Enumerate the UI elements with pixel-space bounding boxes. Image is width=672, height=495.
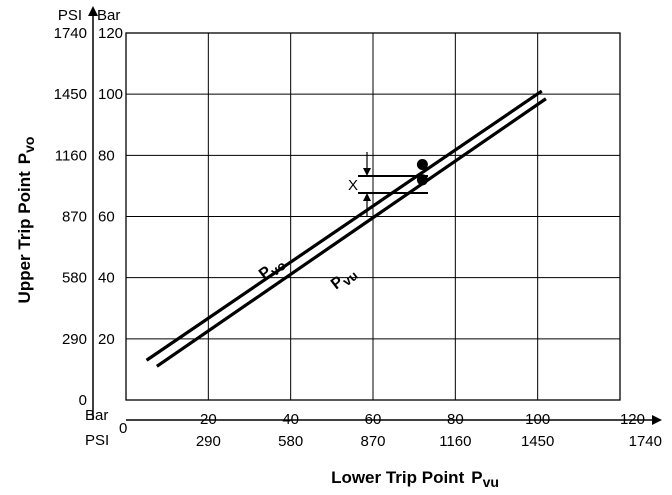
- y-tick-label-bar: 40: [98, 270, 115, 287]
- y-tick-label-bar: 20: [98, 331, 115, 348]
- y-tick-label-psi: 1450: [54, 86, 87, 103]
- y-tick-label-bar: 80: [98, 147, 115, 164]
- x-axis-title: Lower Trip Point Pvu: [331, 468, 499, 490]
- marker-points: [416, 159, 428, 186]
- arrow-up-head: [363, 193, 371, 201]
- x-tick-label-bar: 80: [447, 411, 464, 428]
- y-axis-arrow: [88, 6, 98, 16]
- series-label-pvu: Pvu: [328, 264, 361, 296]
- y-unit-psi: PSI: [58, 7, 82, 24]
- x-tick-label-psi: 1160: [439, 433, 471, 450]
- marker-point-pvo: [416, 159, 428, 171]
- y-tick-label-bar: 100: [98, 86, 123, 103]
- y-origin-label: 0: [79, 392, 87, 409]
- y-tick-label-psi: 580: [62, 270, 87, 287]
- x-tick-label-psi: 580: [278, 433, 303, 450]
- x-unit-psi: PSI: [85, 432, 109, 449]
- y-tick-label-psi: 870: [62, 209, 87, 226]
- y-tick-label-bar: 120: [98, 25, 123, 42]
- arrow-down-head: [363, 168, 371, 176]
- y-tick-label-bar: 60: [98, 209, 115, 226]
- marker-point-pvu: [416, 174, 428, 186]
- tick-labels: 20 40 60 80 100 120 290 580 870 1160 1450 1740 20 40 6…: [54, 25, 662, 450]
- hysteresis-label: X: [348, 177, 358, 194]
- x-tick-label-psi: 1450: [521, 433, 554, 450]
- x-unit-bar: Bar: [85, 407, 108, 424]
- x-tick-label-psi: 870: [360, 433, 385, 450]
- x-tick-label-bar: 20: [200, 411, 217, 428]
- y-axis-title: Upper Trip PointPvo: [15, 137, 37, 304]
- x-tick-label-bar: 40: [282, 411, 299, 428]
- y-tick-label-psi: 1740: [54, 25, 87, 42]
- axes: [88, 6, 662, 425]
- x-tick-label-psi: 1740: [629, 433, 662, 450]
- series-line-pvo: [145, 89, 543, 362]
- x-tick-label-bar: 60: [365, 411, 382, 428]
- y-unit-bar: Bar: [97, 7, 120, 24]
- x-axis-arrow: [652, 415, 662, 425]
- series-line-pvu: [155, 97, 547, 368]
- series-lines: [145, 89, 547, 368]
- x-origin-label: 0: [119, 420, 127, 437]
- x-tick-label-bar: 100: [525, 411, 550, 428]
- y-tick-label-psi: 1160: [55, 147, 87, 164]
- x-tick-label-psi: 290: [196, 433, 221, 450]
- y-tick-label-psi: 290: [62, 331, 87, 348]
- hysteresis-annotation: X: [348, 152, 428, 217]
- x-tick-label-bar: 120: [620, 411, 645, 428]
